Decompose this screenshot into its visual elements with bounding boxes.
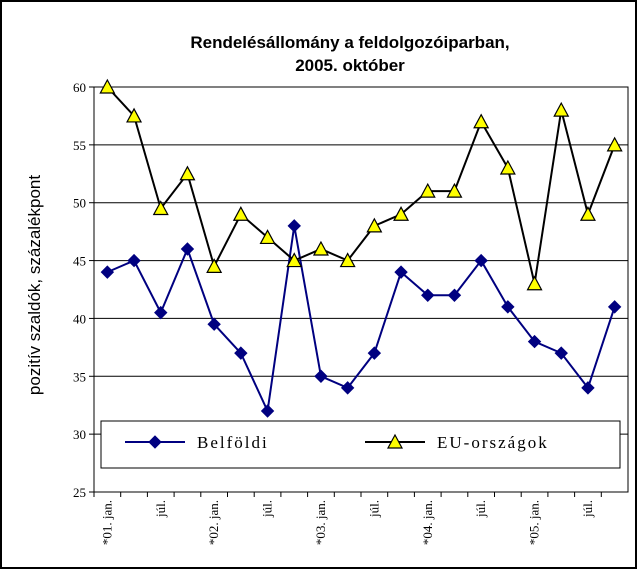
marker: [394, 265, 408, 279]
y-tick-label: 30: [73, 427, 86, 442]
x-tick-label: *03. jan.: [313, 500, 328, 545]
marker: [553, 101, 570, 117]
x-tick-label: júl.: [366, 500, 381, 518]
marker: [421, 288, 435, 302]
marker: [312, 240, 329, 256]
marker: [581, 381, 595, 395]
y-tick-label: 25: [73, 485, 86, 500]
marker: [207, 317, 221, 331]
marker: [419, 182, 436, 198]
marker: [232, 206, 249, 221]
marker: [260, 404, 275, 418]
marker: [234, 346, 248, 360]
marker: [499, 159, 516, 175]
legend-label: Belföldi: [197, 433, 269, 452]
marker: [314, 369, 328, 383]
marker: [579, 206, 596, 221]
marker: [447, 288, 462, 302]
chart-title: 2005. október: [295, 56, 405, 75]
marker: [180, 242, 195, 256]
x-tick-label: júl.: [153, 500, 168, 518]
marker: [554, 346, 568, 360]
x-tick-label: *05. jan.: [527, 500, 542, 545]
marker: [152, 200, 169, 216]
y-tick-label: 40: [73, 311, 86, 326]
legend-marker: [386, 433, 404, 449]
marker: [206, 258, 223, 273]
marker: [179, 165, 196, 181]
marker: [259, 229, 276, 245]
y-tick-label: 55: [73, 138, 86, 153]
x-tick-label: *02. jan.: [206, 500, 221, 545]
x-tick-label: júl.: [580, 500, 595, 518]
y-tick-label: 35: [73, 369, 86, 384]
marker: [501, 300, 515, 314]
legend-label: EU-országok: [437, 433, 549, 452]
marker: [286, 252, 303, 268]
marker: [287, 219, 301, 233]
series-line: [106, 86, 616, 284]
marker: [340, 381, 355, 395]
marker: [446, 182, 463, 198]
y-tick-label: 50: [73, 196, 86, 211]
x-tick-label: *01. jan.: [99, 500, 114, 545]
legend: [100, 420, 621, 469]
marker: [527, 334, 542, 349]
marker: [606, 136, 623, 152]
x-tick-label: júl.: [473, 500, 488, 518]
marker: [99, 78, 116, 94]
marker: [607, 300, 622, 314]
marker: [339, 252, 356, 268]
x-tick-label: *04. jan.: [420, 500, 435, 545]
chart-title: Rendelésállomány a feldolgozóiparban,: [190, 33, 509, 52]
marker: [127, 253, 141, 268]
marker: [474, 253, 488, 268]
y-tick-label: 60: [73, 80, 86, 95]
marker: [393, 206, 410, 221]
y-tick-label: 45: [73, 254, 86, 269]
x-tick-label: júl.: [260, 500, 275, 518]
marker: [100, 265, 115, 279]
marker: [526, 275, 543, 291]
marker: [473, 113, 490, 129]
marker: [367, 346, 382, 360]
y-axis-label: pozitív szaldók, százalékpont: [25, 175, 44, 395]
marker: [366, 217, 383, 233]
series-line: [106, 225, 616, 415]
marker: [126, 107, 143, 123]
legend-marker: [148, 435, 162, 449]
marker: [154, 305, 168, 320]
